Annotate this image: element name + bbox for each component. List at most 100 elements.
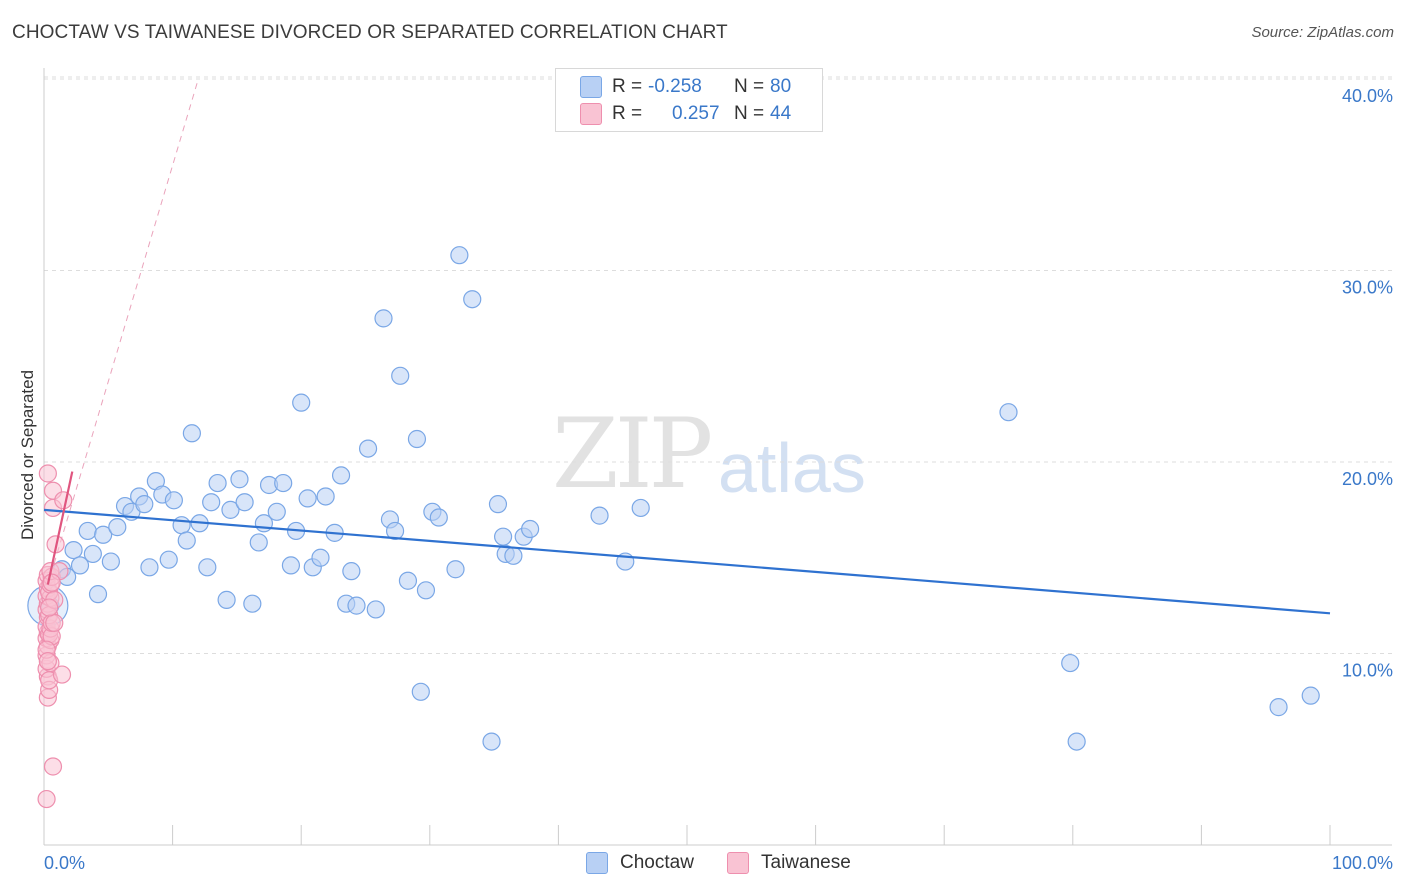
choctaw-point [83, 544, 102, 564]
taiwanese-point [38, 652, 57, 671]
choctaw-point [172, 516, 191, 535]
choctaw-point [316, 487, 335, 506]
choctaw-point [391, 366, 410, 385]
y-tick-label: 10.0% [1342, 661, 1393, 681]
taiwanese-legend-swatch [727, 852, 749, 874]
source-label: Source: ZipAtlas.com [1251, 24, 1394, 41]
choctaw-point [347, 596, 366, 615]
choctaw-point [230, 470, 249, 489]
choctaw-point [140, 558, 159, 577]
legend-r-value: 0.257 [672, 103, 720, 124]
choctaw-point [358, 439, 378, 458]
choctaw-point [1061, 653, 1080, 673]
y-tick-label: 30.0% [1342, 278, 1393, 298]
choctaw-point [208, 473, 227, 493]
choctaw-point [221, 500, 240, 519]
choctaw-point [631, 498, 650, 518]
choctaw-trend-line [43, 508, 1331, 615]
choctaw-point [70, 556, 90, 575]
choctaw-point [281, 556, 301, 575]
x-tick-label: 0.0% [44, 853, 85, 873]
choctaw-point [385, 521, 405, 541]
choctaw-point [504, 546, 523, 565]
taiwanese-point [42, 573, 61, 592]
x-tick-label: 100.0% [1332, 853, 1393, 873]
choctaw-point [182, 424, 201, 443]
choctaw-point [446, 560, 465, 579]
choctaw-point [108, 518, 127, 537]
choctaw-point [88, 585, 108, 604]
legend-r-label: R = [612, 76, 643, 97]
y-tick-label: 40.0% [1342, 86, 1393, 106]
choctaw-point [311, 548, 330, 567]
taiwanese-swatch [580, 103, 602, 125]
choctaw-point [249, 533, 268, 552]
choctaw-point [135, 495, 154, 514]
taiwanese-point [38, 464, 57, 483]
legend-n-value: 80 [770, 76, 792, 97]
taiwanese-trend-line [46, 471, 74, 585]
bottom-legend-taiwanese: Taiwanese [727, 852, 851, 874]
choctaw-point [494, 527, 513, 546]
choctaw-point [398, 571, 418, 590]
choctaw-point [198, 558, 217, 577]
legend-r-label: R = [612, 103, 643, 124]
choctaw-point [243, 594, 262, 613]
watermark-zip: ZIP [552, 398, 713, 510]
choctaw-point [488, 495, 508, 514]
choctaw-point [202, 493, 221, 512]
trend-lines [43, 471, 1331, 615]
choctaw-point [78, 521, 97, 541]
choctaw-point [374, 309, 393, 328]
choctaw-legend-swatch [586, 852, 608, 874]
choctaw-point [292, 393, 311, 412]
y-tick-label: 20.0% [1342, 469, 1393, 489]
taiwanese-point [54, 491, 73, 510]
choctaw-point [999, 403, 1018, 422]
choctaw-point [416, 581, 436, 600]
choctaw-point [482, 732, 501, 751]
choctaw-point [429, 508, 448, 527]
choctaw-point [411, 682, 430, 701]
legend-n-label: N = [734, 76, 765, 97]
choctaw-point [1067, 732, 1086, 751]
choctaw-point [366, 600, 385, 619]
taiwanese-point [37, 789, 56, 809]
bottom-legend-choctaw: Choctaw [586, 852, 694, 874]
legend-r-value: -0.258 [648, 76, 702, 97]
choctaw-point [217, 590, 236, 609]
taiwanese-legend-label: Taiwanese [761, 852, 851, 873]
chart-title: CHOCTAW VS TAIWANESE DIVORCED OR SEPARAT… [12, 22, 728, 43]
choctaw-points [27, 246, 1320, 751]
choctaw-point [450, 246, 469, 265]
choctaw-point [267, 502, 286, 521]
legend-n-label: N = [734, 103, 765, 124]
choctaw-point [521, 519, 540, 539]
taiwanese-points [37, 464, 73, 809]
taiwanese-point [45, 613, 64, 632]
choctaw-point [274, 473, 293, 493]
choctaw-point [235, 493, 254, 512]
choctaw-point [64, 540, 83, 560]
legend-n-value: 44 [770, 103, 792, 124]
axes [43, 68, 1392, 846]
choctaw-point [159, 550, 178, 569]
choctaw-point [298, 489, 317, 508]
taiwanese-point [43, 757, 63, 776]
choctaw-point [407, 429, 427, 449]
choctaw-point [1269, 698, 1288, 717]
watermark-atlas: atlas [718, 429, 866, 507]
tick-labels: 10.0% 20.0% 30.0% 40.0% 0.0% 100.0% [44, 86, 1393, 873]
grid-lines [44, 76, 1392, 654]
choctaw-point [94, 525, 113, 544]
choctaw-point [101, 552, 120, 571]
choctaw-point [1301, 686, 1320, 705]
choctaw-point [331, 466, 351, 485]
choctaw-point [590, 506, 609, 525]
choctaw-point [342, 562, 361, 581]
choctaw-point [177, 531, 196, 550]
taiwanese-point [52, 665, 72, 684]
choctaw-legend-label: Choctaw [620, 852, 694, 873]
choctaw-point [164, 491, 183, 510]
